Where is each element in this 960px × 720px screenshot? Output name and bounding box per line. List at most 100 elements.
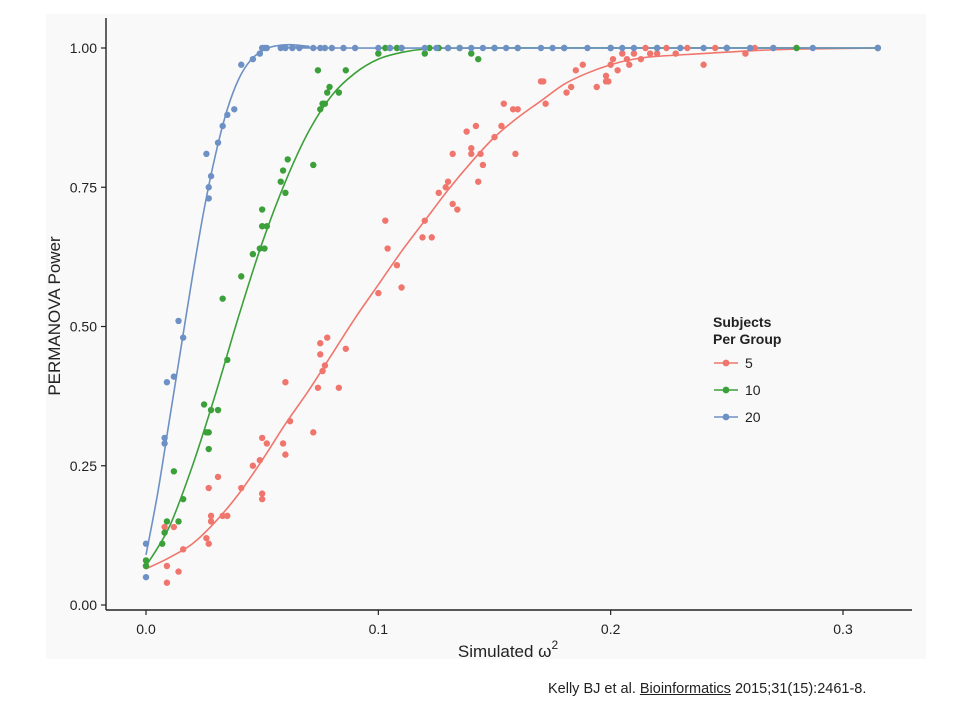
y-tick-label: 0.50 — [70, 319, 97, 335]
point-series-5 — [609, 55, 617, 63]
point-series-5 — [579, 61, 586, 68]
point-series-20 — [770, 44, 777, 52]
citation-details: 2015;31(15):2461-8. — [730, 681, 867, 697]
point-series-20 — [231, 106, 238, 113]
point-series-20 — [809, 44, 816, 52]
point-series-10 — [321, 100, 329, 107]
point-series-20 — [433, 44, 440, 52]
point-series-5 — [607, 61, 614, 68]
point-series-10 — [214, 406, 222, 414]
point-series-10 — [261, 245, 268, 252]
citation-journal-link[interactable]: Bioinformatics — [639, 681, 731, 697]
point-series-10 — [142, 562, 150, 570]
x-axis-label-superscript: 2 — [551, 638, 558, 652]
point-series-5 — [258, 490, 266, 497]
point-series-20 — [375, 44, 382, 52]
point-series-20 — [142, 573, 150, 581]
point-series-10 — [142, 557, 150, 564]
point-series-10 — [238, 273, 245, 280]
point-series-5 — [342, 345, 350, 352]
point-series-20 — [161, 440, 168, 447]
point-series-10 — [163, 518, 171, 525]
point-series-20 — [317, 44, 324, 52]
y-tick-label: 0.25 — [70, 458, 97, 474]
point-series-10 — [375, 50, 382, 57]
point-series-5 — [375, 289, 382, 297]
point-series-20 — [479, 44, 487, 52]
point-series-20 — [746, 44, 754, 52]
point-series-5 — [449, 150, 456, 158]
point-series-5 — [602, 72, 610, 80]
point-series-10 — [161, 529, 168, 536]
point-series-20 — [468, 44, 475, 52]
point-series-20 — [238, 61, 245, 68]
point-series-20 — [444, 44, 452, 52]
point-series-20 — [607, 44, 614, 52]
point-series-10 — [317, 106, 324, 113]
point-series-5 — [317, 351, 324, 358]
point-series-10 — [205, 429, 212, 436]
point-series-10 — [335, 89, 343, 96]
point-series-10 — [342, 67, 350, 74]
fit-curves — [145, 43, 878, 570]
point-series-5 — [310, 429, 317, 436]
point-series-5 — [205, 484, 212, 492]
x-tick-label: 0.0 — [136, 621, 156, 637]
point-series-20 — [219, 122, 226, 130]
point-series-10 — [468, 50, 475, 57]
point-series-20 — [653, 44, 661, 52]
point-series-5 — [449, 200, 456, 208]
point-series-5 — [500, 100, 507, 107]
point-series-5 — [540, 78, 547, 85]
point-series-20 — [214, 139, 222, 146]
point-series-5 — [238, 484, 245, 492]
point-series-10 — [793, 44, 800, 52]
point-series-10 — [249, 250, 257, 258]
point-series-10 — [279, 167, 287, 174]
point-series-5 — [479, 161, 487, 169]
point-series-20 — [386, 44, 394, 52]
point-series-20 — [163, 379, 171, 386]
point-series-5 — [567, 83, 575, 91]
fit-curve-5 — [145, 47, 878, 570]
point-series-5 — [286, 417, 294, 425]
point-series-20 — [277, 44, 284, 52]
point-series-10 — [282, 189, 289, 197]
point-series-5 — [161, 523, 168, 531]
plot-panel — [46, 14, 926, 659]
point-series-5 — [382, 217, 389, 224]
point-series-5 — [428, 234, 435, 241]
point-series-5 — [224, 512, 231, 520]
point-series-5 — [179, 546, 187, 553]
point-series-20 — [398, 44, 405, 52]
point-series-20 — [421, 44, 428, 52]
x-axis-label-text: Simulated ω — [458, 642, 552, 661]
point-series-5 — [463, 128, 470, 135]
legend: Subjects Per Group 5 10 20 — [713, 314, 781, 425]
point-series-20 — [161, 434, 168, 442]
legend-label-20: 20 — [745, 409, 761, 425]
point-series-10 — [421, 50, 428, 57]
point-series-5 — [653, 50, 661, 57]
point-series-5 — [472, 122, 480, 130]
y-tick-label: 0.75 — [70, 179, 97, 195]
point-series-5 — [468, 145, 475, 152]
point-series-10 — [310, 161, 317, 169]
legend-marker-20 — [722, 413, 730, 421]
point-series-5 — [317, 340, 324, 347]
legend-label-5: 5 — [745, 355, 753, 371]
point-series-20 — [289, 44, 296, 52]
point-series-10 — [314, 67, 322, 74]
point-series-10 — [159, 540, 166, 547]
point-series-10 — [207, 406, 215, 414]
y-tick-label: 1.00 — [70, 40, 97, 56]
point-series-5 — [642, 44, 649, 52]
point-series-5 — [498, 122, 505, 130]
point-series-5 — [614, 67, 621, 74]
x-tick-label: 0.2 — [601, 621, 621, 637]
x-tick-label: 0.1 — [369, 621, 389, 637]
point-series-20 — [514, 44, 521, 52]
point-series-5 — [442, 184, 449, 191]
y-axis-label: PERMANOVA Power — [45, 236, 64, 396]
